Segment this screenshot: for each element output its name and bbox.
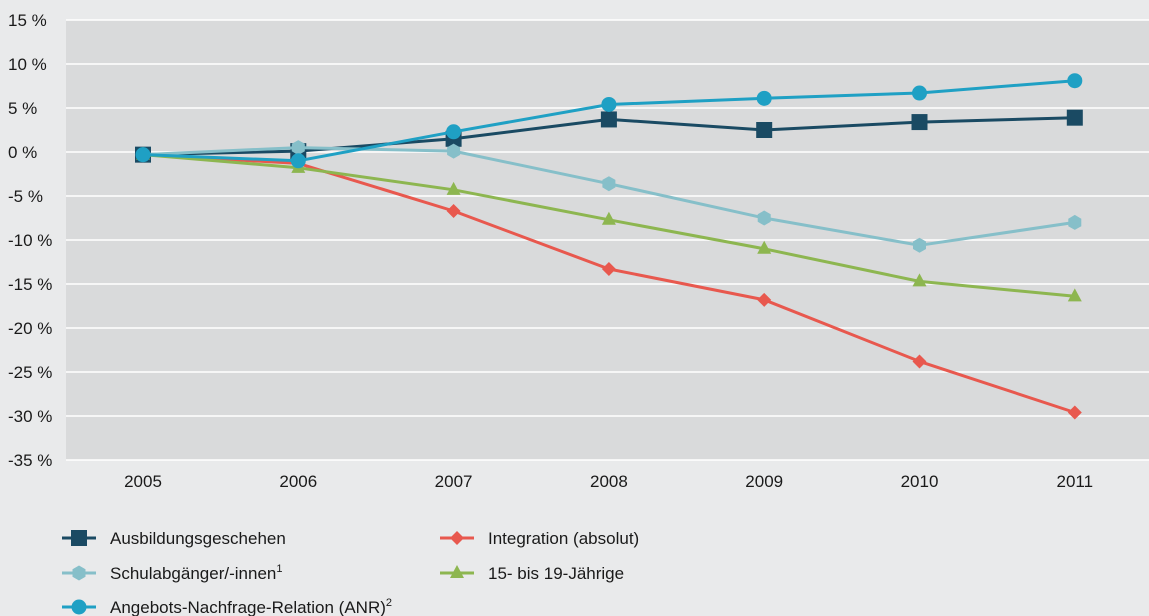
data-point <box>1067 405 1082 420</box>
y-tick-label: -15 % <box>8 275 52 294</box>
y-tick-label: -5 % <box>8 187 43 206</box>
data-point <box>756 90 772 106</box>
x-axis-ticks: 2005 2006 2007 2008 2009 2010 2011 <box>124 472 1093 491</box>
legend-item: Integration (absolut) <box>440 529 639 548</box>
legend: Ausbildungsgeschehen Integration (absolut… <box>62 529 639 616</box>
x-tick-label: 2011 <box>1057 472 1094 491</box>
y-tick-label: -35 % <box>8 451 52 470</box>
data-point <box>912 85 927 101</box>
data-point <box>1068 214 1082 230</box>
series-4 <box>135 73 1083 169</box>
y-tick-label: -10 % <box>8 231 52 250</box>
data-point <box>446 181 461 195</box>
data-point <box>600 111 617 128</box>
data-point <box>601 262 616 277</box>
data-point <box>446 203 461 218</box>
x-tick-label: 2005 <box>124 472 162 491</box>
y-tick-label: -20 % <box>8 319 52 338</box>
legend-marker <box>72 565 86 581</box>
legend-item: Schulabgänger/-innen1 <box>62 563 282 583</box>
data-point <box>757 210 771 226</box>
x-tick-label: 2007 <box>435 472 473 491</box>
legend-label: 15- bis 19-Jährige <box>488 564 624 583</box>
y-tick-label: 10 % <box>8 55 47 74</box>
x-tick-label: 2009 <box>745 472 783 491</box>
data-point <box>913 237 926 253</box>
data-point <box>601 211 616 225</box>
legend-marker <box>450 565 464 578</box>
y-tick-label: -25 % <box>8 363 52 382</box>
data-point <box>446 124 462 140</box>
legend-footnote: 1 <box>276 563 282 575</box>
data-point <box>1067 73 1083 89</box>
data-point <box>912 354 927 369</box>
data-point <box>912 273 927 287</box>
data-point <box>601 96 617 112</box>
legend-item: Ausbildungsgeschehen <box>62 529 286 548</box>
y-tick-label: 5 % <box>8 99 37 118</box>
data-point <box>756 122 773 138</box>
data-point <box>1067 288 1082 302</box>
y-axis-ticks: 15 % 10 % 5 % 0 % -5 % -10 % -15 % -20 % -25 % -3… <box>8 11 52 470</box>
legend-marker <box>71 599 87 615</box>
data-point <box>757 240 772 254</box>
legend-marker <box>450 531 464 545</box>
x-tick-label: 2006 <box>279 472 317 491</box>
legend-label: Schulabgänger/-innen1 <box>110 563 282 583</box>
legend-label: Ausbildungsgeschehen <box>110 529 286 548</box>
y-tick-label: -30 % <box>8 407 52 426</box>
data-point <box>757 292 772 307</box>
legend-marker <box>71 530 87 546</box>
series-group <box>135 73 1083 420</box>
data-point <box>447 143 461 159</box>
legend-item: 15- bis 19-Jährige <box>440 564 624 583</box>
y-tick-label: 15 % <box>8 11 47 30</box>
legend-label: Angebots-Nachfrage-Relation (ANR)2 <box>110 597 392 616</box>
x-tick-label: 2008 <box>590 472 628 491</box>
data-point <box>291 140 305 156</box>
legend-footnote: 2 <box>386 597 392 609</box>
x-tick-label: 2010 <box>901 472 939 491</box>
data-point <box>135 147 151 163</box>
data-point <box>1066 109 1083 126</box>
legend-item: Angebots-Nachfrage-Relation (ANR)2 <box>62 597 392 616</box>
y-tick-label: 0 % <box>8 143 37 162</box>
data-point <box>911 114 928 131</box>
data-point <box>290 153 306 169</box>
data-point <box>602 176 616 192</box>
legend-label: Integration (absolut) <box>488 529 639 548</box>
